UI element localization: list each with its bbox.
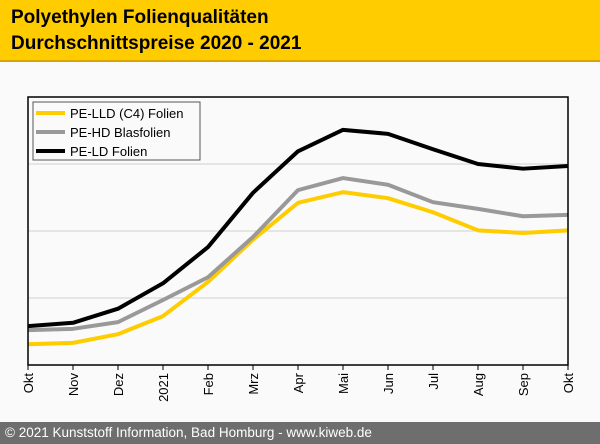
x-tick-label: 2021 [156,373,171,402]
series-line-1 [27,176,569,333]
footer-copyright: © 2021 Kunststoff Information, Bad Hombu… [0,422,600,444]
x-tick-label: Feb [201,373,216,395]
header: Polyethylen Folienqualitäten Durchschnit… [0,0,600,62]
legend-label: PE-LD Folien [70,144,147,159]
x-tick-label: Dez [111,373,126,396]
series-line-2 [27,127,569,329]
x-tick-label: Nov [66,373,81,397]
x-tick-label: Okt [561,373,576,394]
x-tick-label: Apr [291,372,306,393]
x-tick-label: Mai [336,373,351,394]
legend-label: PE-HD Blasfolien [70,125,170,140]
x-tick-label: Aug [471,373,486,396]
x-tick-label: Okt [21,373,36,394]
series-line-0 [27,190,569,347]
x-tick-label: Jun [381,373,396,394]
title-line-1: Polyethylen Folienqualitäten [11,7,269,28]
legend-label: PE-LLD (C4) Folien [70,106,183,121]
line-chart: Okt Nov Dez 2021 Feb Mrz Apr Mai Jun Jul Aug Sep Okt… [21,96,576,402]
title-line-2: Durchschnittspreise 2020 - 2021 [11,33,302,54]
x-tick-label: Sep [516,373,531,396]
x-tick-label: Jul [426,373,441,390]
x-tick-label: Mrz [246,373,261,395]
